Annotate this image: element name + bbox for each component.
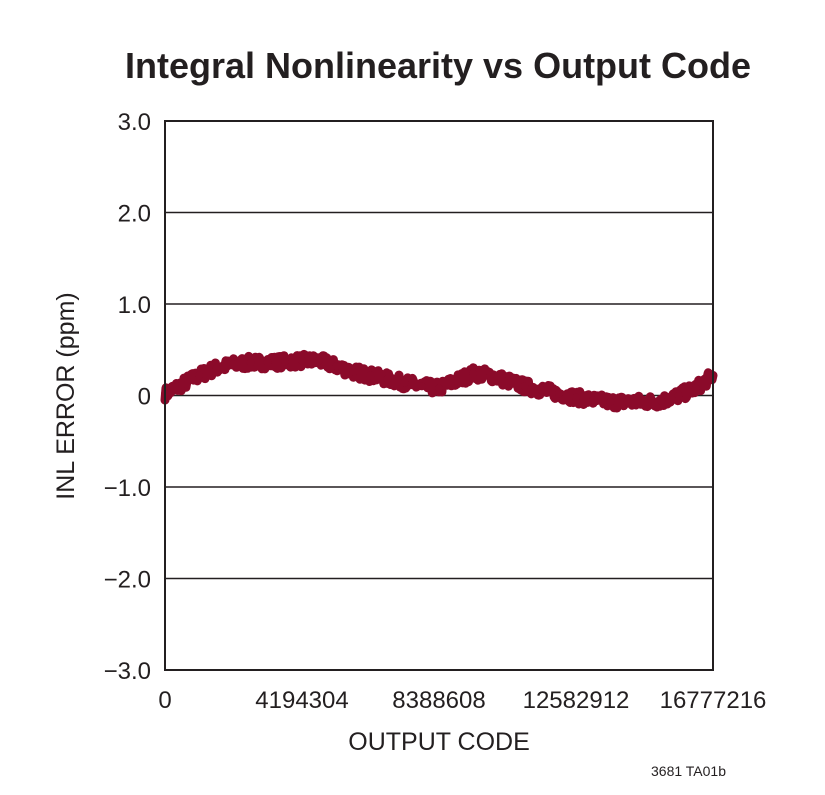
x-tick-labels: 0 4194304 8388608 12582912 16777216 bbox=[158, 687, 766, 714]
x-tick-label: 0 bbox=[158, 687, 171, 714]
y-tick-label: 3.0 bbox=[118, 109, 151, 136]
inl-data-point bbox=[263, 358, 272, 367]
y-tick-label: −1.0 bbox=[104, 475, 151, 502]
inl-data-point bbox=[657, 396, 666, 405]
inl-data-point bbox=[212, 364, 221, 373]
inl-data-point bbox=[400, 378, 409, 387]
y-tick-label: 2.0 bbox=[118, 201, 151, 228]
x-tick-label: 16777216 bbox=[660, 687, 767, 714]
inl-data-point bbox=[435, 384, 443, 393]
inl-data-point bbox=[503, 376, 512, 385]
inl-data-point bbox=[674, 391, 683, 400]
x-tick-label: 8388608 bbox=[392, 687, 485, 714]
figure-footnote: 3681 TA01b bbox=[651, 763, 726, 779]
y-axis-label: INL ERROR (ppm) bbox=[52, 292, 80, 499]
inl-data-point bbox=[469, 369, 478, 378]
series-layer bbox=[160, 349, 718, 413]
inl-data-point bbox=[332, 362, 341, 371]
inl-data-point bbox=[349, 367, 358, 376]
y-tick-label: 1.0 bbox=[118, 292, 151, 319]
x-tick-label: 4194304 bbox=[255, 687, 348, 714]
inl-data-point bbox=[366, 371, 375, 380]
chart-title: Integral Nonlinearity vs Output Code bbox=[125, 45, 751, 86]
inl-data-point bbox=[280, 357, 289, 366]
x-tick-label: 12582912 bbox=[523, 687, 630, 714]
y-tick-labels: 3.0 2.0 1.0 0 −1.0 −2.0 −3.0 bbox=[104, 109, 151, 685]
plot-frame bbox=[164, 120, 714, 671]
inl-data-point bbox=[246, 358, 255, 367]
inl-data-point bbox=[486, 371, 495, 380]
inl-data-point bbox=[417, 382, 426, 391]
inl-data-point bbox=[691, 384, 700, 393]
inl-data-point bbox=[195, 371, 204, 380]
inl-data-point bbox=[537, 386, 546, 395]
inl-data-point bbox=[452, 376, 461, 385]
inl-data-point bbox=[178, 380, 187, 389]
y-tick-label: 0 bbox=[138, 384, 151, 411]
y-tick-label: −2.0 bbox=[104, 567, 151, 594]
inl-data-point bbox=[315, 356, 324, 365]
inl-data-point bbox=[298, 356, 306, 365]
inl-data-point bbox=[572, 393, 580, 402]
inl-data-point bbox=[589, 396, 598, 405]
inl-data-point bbox=[520, 382, 529, 391]
inl-data-point bbox=[623, 397, 632, 406]
inl-data-point bbox=[383, 375, 392, 384]
inl-data-point bbox=[229, 360, 238, 369]
inl-data-point bbox=[640, 397, 649, 406]
x-axis-label: OUTPUT CODE bbox=[348, 728, 530, 756]
inl-data-point bbox=[606, 397, 615, 406]
y-tick-label: −3.0 bbox=[104, 658, 151, 685]
inl-data-point bbox=[554, 389, 563, 398]
